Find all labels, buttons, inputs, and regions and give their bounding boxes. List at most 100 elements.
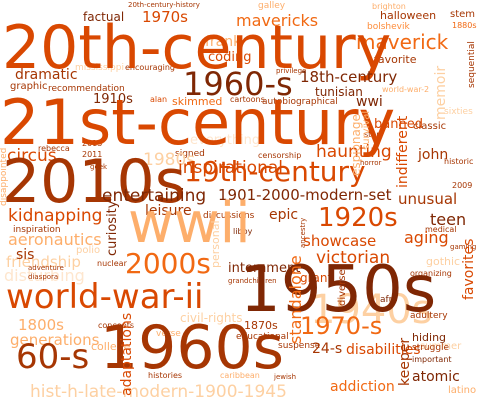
word-teen: teen xyxy=(430,210,467,229)
word-story: story xyxy=(364,130,385,139)
word-victorian: victorian xyxy=(316,248,391,268)
word-generations: generations xyxy=(10,331,100,349)
word-1980s: 1980s xyxy=(143,150,196,170)
word-sis: sis xyxy=(16,247,35,263)
word-signed: signed xyxy=(175,149,205,159)
word-ancestry: ancestry xyxy=(299,217,307,248)
word-maverick: maverick xyxy=(356,30,449,54)
word-leisure: leisure xyxy=(145,203,192,219)
word-tunisian: tunisian xyxy=(315,85,363,99)
word-medical: medical xyxy=(425,225,457,234)
word-everything: everything xyxy=(190,133,261,148)
word-halloween: halloween xyxy=(380,9,437,22)
word-recommendation: recommendation xyxy=(48,84,125,94)
word-educational: educational xyxy=(236,332,289,342)
word-latino: latino xyxy=(448,385,477,396)
word-showcase: showcase xyxy=(303,232,377,250)
word-favorite: favorite xyxy=(374,53,417,66)
word-friendship: friendship xyxy=(6,253,81,271)
word-aeronautics: aeronautics xyxy=(8,230,102,249)
word-indifferent: indifferent xyxy=(395,115,411,188)
word-19th-century: 19th-century xyxy=(184,155,366,188)
word-memoir: memoir xyxy=(433,65,449,120)
word-aging: aging xyxy=(404,228,449,247)
word-unusual: unusual xyxy=(398,190,458,208)
word-1960s: 1960s xyxy=(100,313,284,383)
word-alan: alan xyxy=(150,95,168,104)
word-horror: horror xyxy=(360,159,382,167)
word-autobiographical: autobiographical xyxy=(262,97,338,107)
word-important: important xyxy=(412,355,452,364)
word-college: college xyxy=(91,340,131,353)
word-privilege: privilege xyxy=(276,67,307,75)
word-disturbing: disturbing xyxy=(4,266,85,285)
word-1970-s: 1970-s xyxy=(300,312,383,340)
word-frank: frank xyxy=(205,34,242,50)
word-mississippi: mississippi xyxy=(75,63,124,73)
word-hiding: hiding xyxy=(412,331,447,344)
word-20th-century: 20th-century xyxy=(2,13,392,83)
word-kidnapping: kidnapping xyxy=(8,206,103,226)
word-20th-century-history: 20th-century-history xyxy=(128,1,200,9)
word-personal: personal xyxy=(209,220,222,268)
word-geek: geek xyxy=(90,163,108,171)
word-galley: galley xyxy=(258,1,286,11)
word-cartoons: cartoons xyxy=(230,95,265,104)
word-polio: polio xyxy=(76,245,101,256)
word-afro: afro xyxy=(380,295,398,305)
word-atomic: atomic xyxy=(412,369,460,385)
word-summer: summer xyxy=(420,341,462,352)
word-adultery: adultery xyxy=(410,311,448,321)
word-1870s: 1870s xyxy=(244,319,278,332)
word-curiosity: curiosity xyxy=(105,200,120,256)
word-survival: survival xyxy=(361,110,372,150)
word-adaptations: adaptations xyxy=(119,312,135,396)
word-struggle: struggle xyxy=(412,343,450,353)
word-grandchildren: grandchildren xyxy=(228,277,277,285)
word-libby: libby xyxy=(233,227,253,236)
word-inspiration: inspiration xyxy=(13,225,61,235)
word-brighton: brighton xyxy=(372,2,406,11)
word-21st-century: 21st-century xyxy=(0,86,396,159)
word-diverse: diverse xyxy=(337,269,348,306)
word-wwii: wwii xyxy=(128,191,251,256)
word-hist-h-late-modern: hist-h-late-modern-1900-1945 xyxy=(30,382,287,402)
word-suspense: suspense xyxy=(278,341,321,351)
word-1920s: 1920s xyxy=(318,203,398,233)
word-1970s-small: 1970s xyxy=(142,8,188,26)
word-encouraging: encouraging xyxy=(125,63,175,72)
word-2011: 2011 xyxy=(82,150,103,159)
word-caribbean: caribbean xyxy=(220,371,260,380)
word-1901-2000-modern-set: 1901-2000-modern-set xyxy=(218,186,392,204)
word-concepts: concepts xyxy=(98,321,135,330)
word-jewish: jewish xyxy=(274,373,297,381)
word-60-s: 60-s xyxy=(16,337,90,377)
word-grant: grant xyxy=(300,271,333,285)
word-civil-rights: civil-rights xyxy=(180,311,243,325)
word-skimmed: skimmed xyxy=(172,95,223,108)
word-2010s: 2010s xyxy=(2,147,186,217)
word-keeper: keeper xyxy=(397,337,413,386)
word-wwi: wwi xyxy=(356,94,383,110)
word-world-war-ii: world-war-ii xyxy=(6,277,204,317)
word-1960s-dash: 1960-s xyxy=(183,65,293,103)
word-stem: stem xyxy=(450,9,476,20)
word-discussions: discussions xyxy=(203,211,255,221)
word-histories: histories xyxy=(148,371,183,380)
word-organizing: organizing xyxy=(410,269,452,278)
word-banned: banned xyxy=(374,117,423,132)
word-adventure: adventure xyxy=(28,264,64,272)
word-war: world-war-2 xyxy=(382,85,430,94)
word-1950s: 1950s xyxy=(240,253,437,327)
word-24-s: 24-s xyxy=(312,341,343,357)
word-classic: classic xyxy=(413,121,447,132)
word-1880s: 1880s xyxy=(452,21,477,30)
word-18th-century: 18th-century xyxy=(300,68,398,86)
word-internment: internment xyxy=(228,261,301,276)
word-2000s: 2000s xyxy=(125,247,211,280)
word-disabilities: disabilities xyxy=(346,342,421,358)
word-1910s: 1910s xyxy=(93,92,133,107)
word-graphic: graphic xyxy=(10,81,48,92)
word-1800s: 1800s xyxy=(18,316,64,334)
